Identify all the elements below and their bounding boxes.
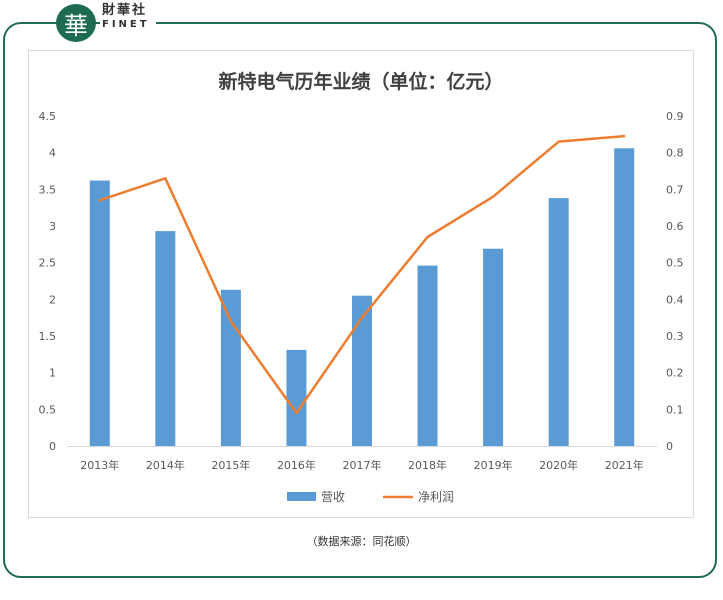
net-profit-point xyxy=(295,411,298,415)
legend-revenue-swatch xyxy=(287,492,316,501)
left-axis-tick-label: 2 xyxy=(49,293,56,306)
net-profit-point xyxy=(164,177,167,180)
right-axis-tick-label: 0.4 xyxy=(666,293,684,306)
brand-name: 財華社 FINET xyxy=(100,4,156,30)
net-profit-point xyxy=(98,199,101,202)
legend-revenue-label: 营收 xyxy=(321,490,345,504)
revenue-bar xyxy=(352,295,372,446)
left-axis-tick-label: 3 xyxy=(49,220,56,233)
left-axis-tick-label: 0 xyxy=(49,440,56,453)
revenue-bar xyxy=(417,265,438,446)
left-axis-tick-label: 3.5 xyxy=(39,183,57,196)
net-profit-point xyxy=(623,134,626,138)
net-profit-point xyxy=(557,140,560,143)
net-profit-point xyxy=(426,235,429,239)
left-axis-tick-label: 1.5 xyxy=(39,330,57,343)
x-axis-tick-label: 2017年 xyxy=(343,458,382,472)
right-axis-tick-label: 0.5 xyxy=(666,257,684,270)
left-axis-tick-label: 2.5 xyxy=(39,257,57,270)
left-axis-tick-label: 0.5 xyxy=(39,403,57,416)
revenue-bar xyxy=(548,198,569,446)
net-profit-point xyxy=(491,195,495,198)
left-axis-tick-label: 1 xyxy=(49,367,56,380)
revenue-bar xyxy=(220,289,241,446)
brand-name-en: FINET xyxy=(102,19,150,30)
right-axis-tick-label: 0.8 xyxy=(666,147,684,160)
right-axis-tick-label: 0.7 xyxy=(666,183,684,196)
left-axis-tick-label: 4 xyxy=(49,147,56,160)
right-axis-tick-label: 0.2 xyxy=(666,367,684,380)
revenue-bar xyxy=(155,231,176,446)
revenue-bar xyxy=(483,248,504,446)
right-axis-tick-label: 0.6 xyxy=(666,220,684,233)
x-axis-tick-label: 2021年 xyxy=(605,458,644,472)
x-axis-tick-label: 2018年 xyxy=(408,458,447,472)
brand-name-cn: 財華社 xyxy=(102,3,148,18)
x-axis-tick-label: 2015年 xyxy=(211,458,250,472)
outer-frame xyxy=(3,22,717,578)
x-axis-tick-label: 2016年 xyxy=(277,458,316,472)
revenue-bar xyxy=(614,148,635,446)
chart-panel: 新特电气历年业绩（单位：亿元） xyxy=(28,50,694,518)
revenue-bar xyxy=(286,349,307,446)
x-axis-tick-label: 2020年 xyxy=(539,458,578,472)
revenue-bar xyxy=(89,180,110,447)
left-axis-tick-label: 4.5 xyxy=(39,110,57,123)
x-axis-tick-label: 2019年 xyxy=(474,458,513,472)
x-axis-tick-label: 2013年 xyxy=(80,458,119,472)
net-profit-point xyxy=(360,316,364,319)
right-axis-tick-label: 0.1 xyxy=(666,403,684,416)
right-axis-tick-label: 0 xyxy=(666,440,673,453)
data-source-note: （数据来源：同花顺） xyxy=(306,535,417,548)
legend-net-profit-label: 净利润 xyxy=(418,490,454,504)
net-profit-point xyxy=(229,320,233,323)
x-axis-tick-label: 2014年 xyxy=(146,458,185,472)
right-axis-tick-label: 0.3 xyxy=(666,330,684,343)
finet-logo-icon: 華 xyxy=(56,4,96,42)
chart-title: 新特电气历年业绩（单位：亿元） xyxy=(218,71,504,93)
right-axis-tick-label: 0.9 xyxy=(666,110,684,123)
